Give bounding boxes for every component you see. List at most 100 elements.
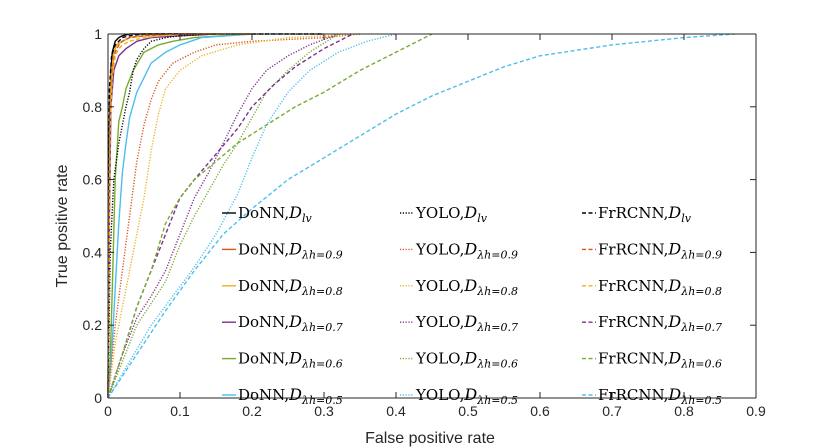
legend-model: DoNN xyxy=(238,277,285,295)
series-line-yolo-11 xyxy=(107,33,397,399)
legend-comma: , xyxy=(284,313,289,331)
series-line-yolo-7 xyxy=(107,33,361,399)
legend-comma: , xyxy=(284,240,289,258)
legend-subscript: lv xyxy=(681,212,692,225)
x-tick-label: 0.8 xyxy=(674,403,694,419)
y-tick-label: 0.6 xyxy=(83,172,103,188)
legend-entry: DoNN,Dλh=0.5 xyxy=(238,385,343,407)
legend-comma: , xyxy=(460,313,465,331)
legend-dataset-letter: D xyxy=(288,239,302,258)
legend-dataset-letter: D xyxy=(288,203,302,222)
legend-comma: , xyxy=(460,277,465,295)
legend-entry: FrRCNN,Dλh=0.6 xyxy=(598,349,722,371)
legend-comma: , xyxy=(460,240,465,258)
y-axis-label: True positive rate xyxy=(54,164,71,287)
y-tick-label: 0.4 xyxy=(83,244,103,260)
legend-entry: DoNN,Dλh=0.6 xyxy=(238,349,343,371)
legend-entry: YOLO,Dλh=0.6 xyxy=(415,349,518,371)
legend-subscript: λh=0.8 xyxy=(301,285,343,298)
legend-model: FrRCNN xyxy=(598,350,664,368)
legend-dataset-letter: D xyxy=(667,276,681,295)
legend-subscript: λh=0.6 xyxy=(476,358,518,371)
legend-comma: , xyxy=(460,204,465,222)
legend-comma: , xyxy=(664,240,669,258)
legend-subscript: lv xyxy=(477,212,488,225)
legend-model: YOLO xyxy=(415,350,460,368)
legend-entry: YOLO,Dλh=0.5 xyxy=(415,385,518,407)
legend-comma: , xyxy=(284,204,289,222)
legend-entry: FrRCNN,Dlv xyxy=(598,203,692,225)
legend-dataset-letter: D xyxy=(667,203,681,222)
legend-subscript: λh=0.6 xyxy=(680,358,722,371)
legend-subscript: λh=0.6 xyxy=(301,358,343,371)
x-axis-label: False positive rate xyxy=(365,430,495,447)
legend-comma: , xyxy=(664,313,669,331)
legend-subscript: λh=0.5 xyxy=(476,394,518,407)
legend-comma: , xyxy=(460,386,465,404)
legend-model: FrRCNN xyxy=(598,313,664,331)
legend-comma: , xyxy=(664,386,669,404)
legend-model: DoNN xyxy=(238,240,285,258)
legend-comma: , xyxy=(284,350,289,368)
legend-dataset-letter: D xyxy=(463,349,477,368)
legend-subscript: λh=0.9 xyxy=(476,248,518,261)
legend-model: YOLO xyxy=(415,240,460,258)
series-line-yolo-10 xyxy=(107,33,339,399)
legend-subscript: λh=0.9 xyxy=(680,248,722,261)
legend-comma: , xyxy=(460,350,465,368)
legend-subscript: λh=0.5 xyxy=(680,394,722,407)
legend-entry: DoNN,Dlv xyxy=(238,203,312,225)
legend-dataset-letter: D xyxy=(667,349,681,368)
plot-background xyxy=(108,34,756,398)
y-tick-label: 0.8 xyxy=(83,99,103,115)
legend-model: DoNN xyxy=(238,386,285,404)
legend-model: YOLO xyxy=(415,204,460,222)
legend-dataset-letter: D xyxy=(288,312,302,331)
x-tick-label: 0.4 xyxy=(386,403,406,419)
x-tick-label: 0.6 xyxy=(530,403,550,419)
legend-model: YOLO xyxy=(415,386,460,404)
x-tick-label: 0.9 xyxy=(746,403,766,419)
legend-comma: , xyxy=(284,386,289,404)
legend-subscript: λh=0.7 xyxy=(476,321,518,334)
legend-dataset-letter: D xyxy=(463,203,477,222)
legend-entry: DoNN,Dλh=0.8 xyxy=(238,276,343,298)
legend-dataset-letter: D xyxy=(463,276,477,295)
legend-dataset-letter: D xyxy=(288,385,302,404)
legend-dataset-letter: D xyxy=(667,385,681,404)
legend: DoNN,DlvDoNN,Dλh=0.9DoNN,Dλh=0.8DoNN,Dλh… xyxy=(222,203,722,407)
y-tick-label: 0 xyxy=(94,390,102,406)
legend-model: DoNN xyxy=(238,313,285,331)
legend-subscript: λh=0.7 xyxy=(680,321,722,334)
legend-entry: YOLO,Dλh=0.8 xyxy=(415,276,518,298)
legend-subscript: λh=0.7 xyxy=(301,321,343,334)
x-tick-label: 0 xyxy=(104,403,112,419)
legend-dataset-letter: D xyxy=(667,239,681,258)
x-tick-label: 0.1 xyxy=(170,403,190,419)
x-tick-label: 0.7 xyxy=(602,403,622,419)
legend-comma: , xyxy=(284,277,289,295)
legend-dataset-letter: D xyxy=(463,385,477,404)
legend-entry: FrRCNN,Dλh=0.8 xyxy=(598,276,722,298)
legend-model: FrRCNN xyxy=(598,386,664,404)
legend-subscript: λh=0.5 xyxy=(301,394,343,407)
legend-dataset-letter: D xyxy=(288,276,302,295)
legend-model: YOLO xyxy=(415,277,460,295)
y-tick-label: 1 xyxy=(94,26,102,42)
legend-dataset-letter: D xyxy=(667,312,681,331)
legend-model: FrRCNN xyxy=(598,240,664,258)
legend-entry: DoNN,Dλh=0.7 xyxy=(238,312,343,334)
legend-model: FrRCNN xyxy=(598,204,664,222)
x-tick-label: 0.3 xyxy=(314,403,334,419)
legend-entry: FrRCNN,Dλh=0.9 xyxy=(598,239,722,261)
x-tick-label: 0.2 xyxy=(242,403,262,419)
y-tick-label: 0.2 xyxy=(83,317,103,333)
legend-subscript: λh=0.8 xyxy=(680,285,722,298)
series-line-yolo-6 xyxy=(107,33,324,399)
legend-dataset-letter: D xyxy=(288,349,302,368)
series-line-donn-4 xyxy=(107,33,253,399)
legend-dataset-letter: D xyxy=(463,312,477,331)
legend-model: YOLO xyxy=(415,313,460,331)
legend-entry: YOLO,Dλh=0.7 xyxy=(415,312,518,334)
